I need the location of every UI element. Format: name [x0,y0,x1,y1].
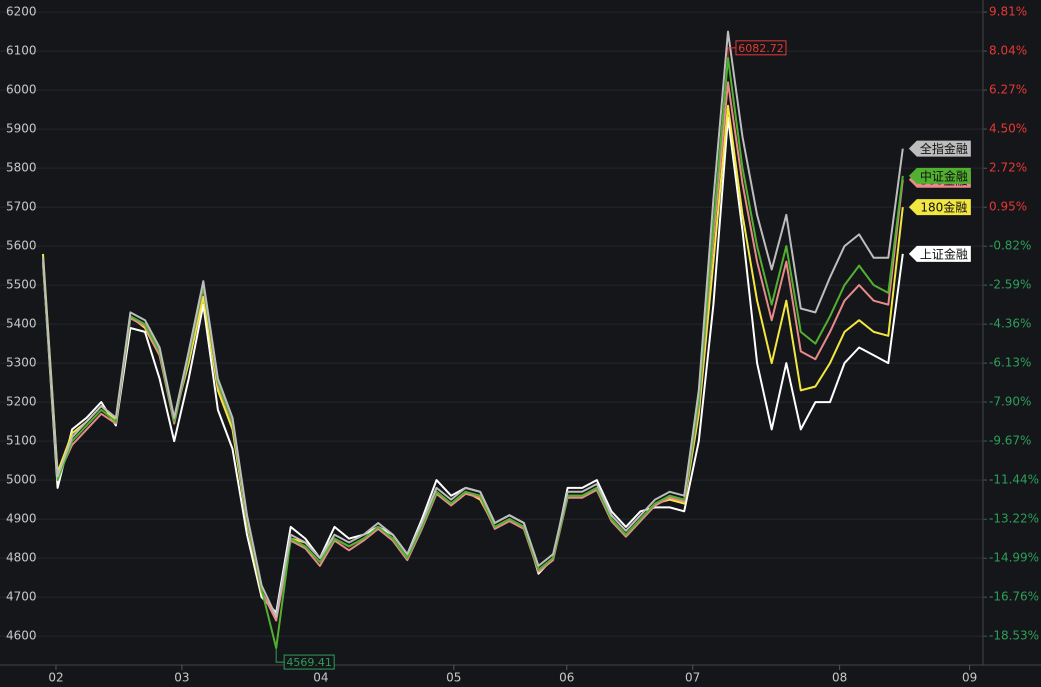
y-tick-label: 4700 [6,590,37,604]
y2-tick-label: -16.76% [989,590,1039,604]
y-tick-label: 5500 [6,278,37,292]
annotation-leader [727,47,736,58]
y2-tick-label: -4.36% [989,317,1031,331]
legend-label: 中证金融 [920,168,968,183]
legend-tag [908,245,971,262]
y2-tick-label: -0.82% [989,239,1031,253]
y-tick-label: 4900 [6,512,37,526]
legend-label: 全指金融 [920,141,968,156]
x-tick-label: 06 [559,671,574,685]
legend-tag [908,140,971,157]
annotation-leader [275,648,285,663]
y2-tick-label: -7.90% [989,395,1031,409]
y-tick-label: 6200 [6,5,37,19]
y-tick-label: 5100 [6,434,37,448]
y2-tick-label: 8.04% [989,44,1027,58]
y2-tick-label: -13.22% [989,512,1039,526]
y-tick-label: 5000 [6,473,37,487]
x-tick-label: 02 [48,671,63,685]
y2-tick-label: 6.27% [989,83,1027,97]
y-tick-label: 5300 [6,356,37,370]
legend-tag [908,167,971,184]
x-tick-label: 03 [174,671,189,685]
y2-tick-label: 2.72% [989,161,1027,175]
legend-item: 全指金融 [908,140,971,157]
y2-tick-label: -14.99% [989,551,1039,565]
y-tick-label: 4600 [6,629,37,643]
legend-label: 180金融 [920,200,967,215]
legend-item: 中证金融 [908,167,971,184]
y-tick-label: 5700 [6,200,37,214]
legend-tag [908,199,971,216]
series-line [42,30,904,618]
annotation-box [735,40,787,56]
legend-label: 上证金融 [920,246,968,261]
x-tick-label: 08 [832,671,847,685]
y2-tick-label: -9.67% [989,434,1031,448]
x-tick-label: 05 [446,671,461,685]
y2-tick-label: -18.53% [989,629,1039,643]
y-tick-label: 6100 [6,44,37,58]
y2-tick-label: 0.95% [989,200,1027,214]
max-annotation: 6082.72 [727,40,787,58]
y-tick-label: 6000 [6,83,37,97]
y-tick-label: 5900 [6,122,37,136]
y2-tick-label: 9.81% [989,5,1027,19]
y-tick-label: 5800 [6,161,37,175]
y2-tick-label: -6.13% [989,356,1031,370]
legend-item: 上证金融 [908,245,971,262]
x-tick-label: 09 [962,671,977,685]
annotation-label: 6082.72 [738,42,784,55]
legend-item: 180金融 [908,199,971,216]
annotation-label: 4569.41 [286,656,332,669]
y-tick-label: 5400 [6,317,37,331]
x-tick-label: 07 [685,671,700,685]
y2-tick-label: 4.50% [989,122,1027,136]
y-tick-label: 5200 [6,395,37,409]
y-tick-label: 5600 [6,239,37,253]
y-tick-label: 4800 [6,551,37,565]
x-tick-label: 04 [313,671,328,685]
y2-tick-label: -11.44% [989,473,1039,487]
annotation-box [283,654,335,670]
y2-tick-label: -2.59% [989,278,1031,292]
min-annotation: 4569.41 [275,648,335,670]
